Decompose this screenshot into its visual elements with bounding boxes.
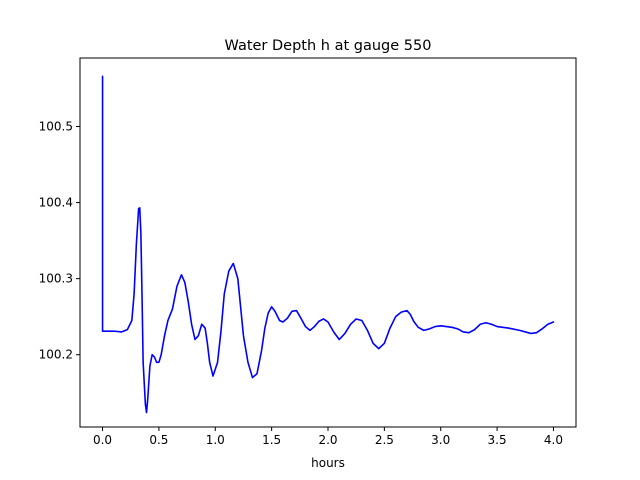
chart-title: Water Depth h at gauge 550 xyxy=(225,38,432,54)
x-tick-label: 3.5 xyxy=(488,433,507,447)
x-axis-ticks: 0.0 0.5 1.0 1.5 2.0 2.5 3.0 3.5 4.0 xyxy=(93,427,563,447)
x-tick-label: 2.0 xyxy=(318,433,337,447)
y-axis-ticks: 100.2 100.3 100.4 100.5 xyxy=(39,119,80,362)
x-tick-label: 3.0 xyxy=(431,433,450,447)
x-tick-label: 1.5 xyxy=(262,433,281,447)
plot-frame xyxy=(79,57,577,428)
x-tick-label: 4.0 xyxy=(544,433,563,447)
x-tick-label: 2.5 xyxy=(375,433,394,447)
x-tick-label: 0.0 xyxy=(93,433,112,447)
x-axis-label: hours xyxy=(311,456,345,470)
y-tick-label: 100.2 xyxy=(39,348,73,362)
x-tick-label: 1.0 xyxy=(206,433,225,447)
series-line xyxy=(101,75,555,414)
y-tick-label: 100.4 xyxy=(39,196,73,210)
x-tick-label: 0.5 xyxy=(149,433,168,447)
y-tick-label: 100.5 xyxy=(39,119,73,133)
series-layer xyxy=(101,75,555,414)
y-tick-label: 100.3 xyxy=(39,272,73,286)
